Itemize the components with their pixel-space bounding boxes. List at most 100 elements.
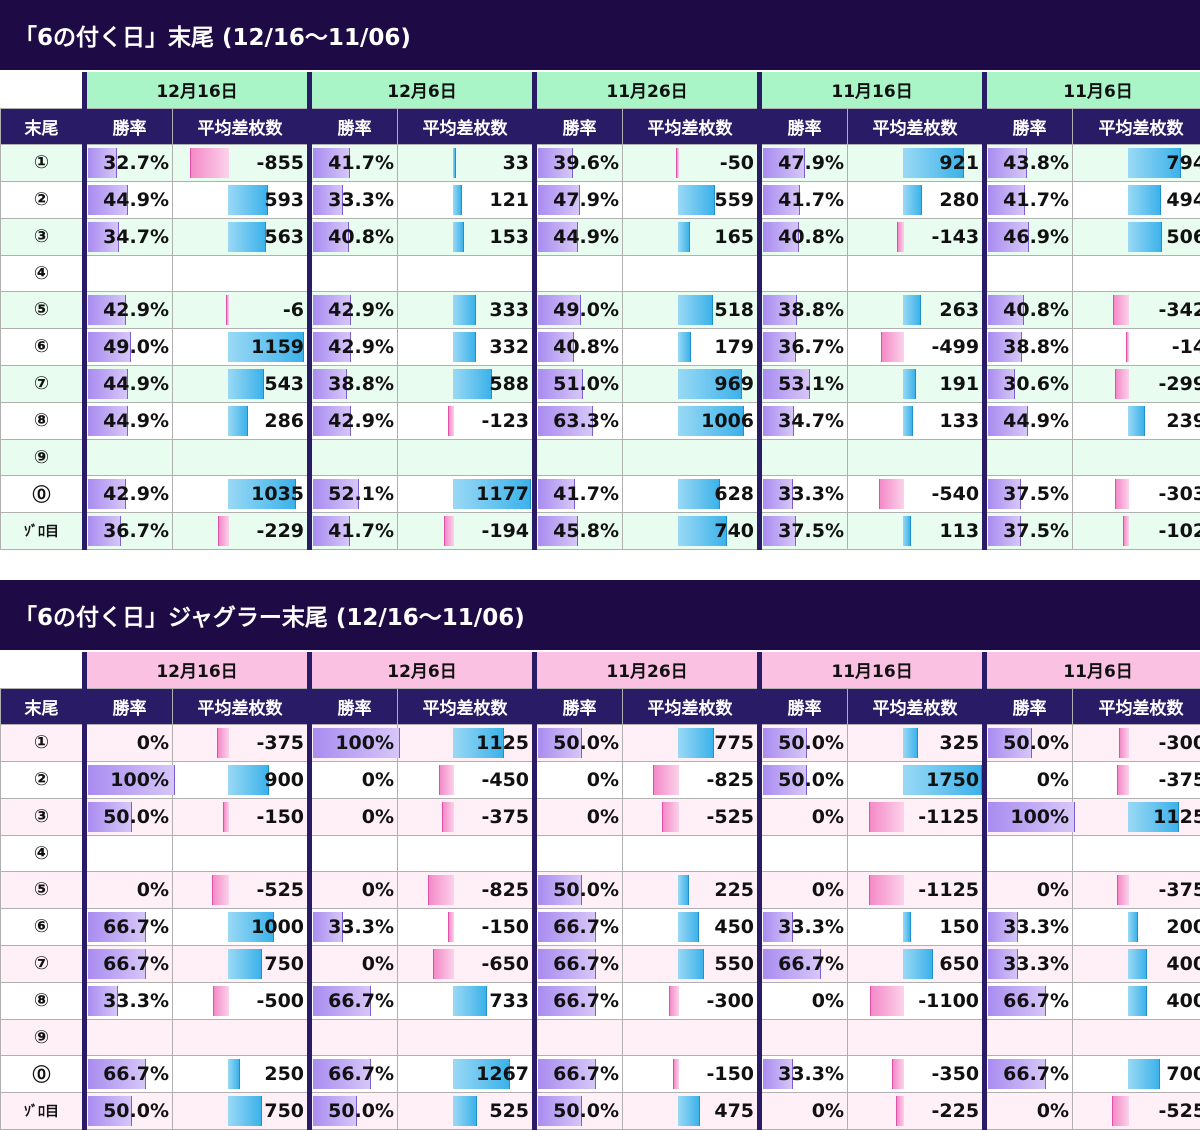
diff-cell: 325 xyxy=(848,724,985,761)
rate-value: 42.9% xyxy=(87,292,172,328)
diff-value: 153 xyxy=(398,219,532,255)
diff-value: 121 xyxy=(398,182,532,218)
rate-cell: 0% xyxy=(760,798,848,835)
diff-value: 286 xyxy=(173,403,307,439)
rate-cell: 45.8% xyxy=(535,512,623,549)
diff-cell xyxy=(1073,255,1200,291)
table-row: ⑨ xyxy=(1,1019,1200,1055)
rate-cell: 41.7% xyxy=(760,181,848,218)
diff-value: 225 xyxy=(623,872,757,908)
rate-cell: 40.8% xyxy=(985,291,1073,328)
rate-cell: 41.7% xyxy=(985,181,1073,218)
row-label: ⑦ xyxy=(1,945,85,982)
diff-value: 332 xyxy=(398,329,532,365)
rate-value: 33.3% xyxy=(762,476,847,512)
rate-header: 勝率 xyxy=(310,108,398,144)
row-label: ③ xyxy=(1,218,85,255)
diff-value: -123 xyxy=(398,403,532,439)
rate-value: 44.9% xyxy=(87,366,172,402)
rate-cell: 50.0% xyxy=(535,871,623,908)
diff-value: -825 xyxy=(623,762,757,798)
diff-cell: -6 xyxy=(173,291,310,328)
diff-value: 1177 xyxy=(398,476,532,512)
rate-value: 41.7% xyxy=(987,182,1072,218)
diff-value: 165 xyxy=(623,219,757,255)
rate-cell xyxy=(760,835,848,871)
diff-cell xyxy=(398,439,535,475)
diff-cell: 563 xyxy=(173,218,310,255)
diff-cell: -150 xyxy=(623,1055,760,1092)
rate-cell: 42.9% xyxy=(310,328,398,365)
diff-cell: 1177 xyxy=(398,475,535,512)
rate-cell: 0% xyxy=(760,1092,848,1129)
diff-value: -375 xyxy=(173,725,307,761)
rate-value: 33.3% xyxy=(987,909,1072,945)
diff-cell xyxy=(848,835,985,871)
diff-cell: -350 xyxy=(848,1055,985,1092)
rate-value: 49.0% xyxy=(537,292,622,328)
rate-value: 40.8% xyxy=(537,329,622,365)
diff-value: -299 xyxy=(1073,366,1200,402)
rate-cell: 52.1% xyxy=(310,475,398,512)
diff-value: 200 xyxy=(1073,909,1200,945)
rate-cell: 42.9% xyxy=(85,291,173,328)
diff-cell: -1100 xyxy=(848,982,985,1019)
rate-value: 46.9% xyxy=(987,219,1072,255)
rate-value: 33.3% xyxy=(87,983,172,1019)
rate-cell: 0% xyxy=(760,871,848,908)
diff-cell: 1006 xyxy=(623,402,760,439)
diff-cell xyxy=(1073,835,1200,871)
diff-cell: 200 xyxy=(1073,908,1200,945)
rate-value: 40.8% xyxy=(762,219,847,255)
diff-cell: 775 xyxy=(623,724,760,761)
diff-cell xyxy=(623,439,760,475)
diff-cell: -375 xyxy=(1073,871,1200,908)
diff-cell: 400 xyxy=(1073,982,1200,1019)
diff-header: 平均差枚数 xyxy=(398,688,535,724)
date-header: 11月16日 xyxy=(760,72,985,108)
rate-header: 勝率 xyxy=(535,688,623,724)
diff-value: -350 xyxy=(848,1056,982,1092)
diff-header: 平均差枚数 xyxy=(623,108,760,144)
diff-cell: 1125 xyxy=(1073,798,1200,835)
date-header: 11月26日 xyxy=(535,72,760,108)
rate-value: 100% xyxy=(312,725,397,761)
rate-value: 47.9% xyxy=(762,145,847,181)
diff-cell: 239 xyxy=(1073,402,1200,439)
row-label: ⑧ xyxy=(1,982,85,1019)
diff-value: -540 xyxy=(848,476,982,512)
rate-value: 50.0% xyxy=(762,762,847,798)
rate-value: 53.1% xyxy=(762,366,847,402)
row-label: ⑦ xyxy=(1,365,85,402)
diff-value: 628 xyxy=(623,476,757,512)
diff-value: 450 xyxy=(623,909,757,945)
rate-value: 33.3% xyxy=(762,909,847,945)
rate-value: 0% xyxy=(987,1093,1072,1129)
row-label: ⑥ xyxy=(1,908,85,945)
diff-cell xyxy=(173,1019,310,1055)
rate-header: 勝率 xyxy=(985,688,1073,724)
row-label: ④ xyxy=(1,835,85,871)
rate-cell: 50.0% xyxy=(85,798,173,835)
diff-cell: 1750 xyxy=(848,761,985,798)
rate-value: 0% xyxy=(762,983,847,1019)
rate-value: 66.7% xyxy=(987,983,1072,1019)
rate-cell: 100% xyxy=(310,724,398,761)
diff-value: 325 xyxy=(848,725,982,761)
diff-value: 179 xyxy=(623,329,757,365)
rate-cell xyxy=(535,835,623,871)
rate-value: 0% xyxy=(762,1093,847,1129)
diff-value: -825 xyxy=(398,872,532,908)
diff-value: 113 xyxy=(848,513,982,549)
rate-cell: 50.0% xyxy=(760,724,848,761)
rate-value: 36.7% xyxy=(762,329,847,365)
rate-value: 44.9% xyxy=(537,219,622,255)
diff-cell: 179 xyxy=(623,328,760,365)
rate-value: 34.7% xyxy=(762,403,847,439)
rate-cell: 66.7% xyxy=(85,1055,173,1092)
rate-cell: 66.7% xyxy=(985,982,1073,1019)
diff-value: 750 xyxy=(173,1093,307,1129)
rate-cell: 36.7% xyxy=(85,512,173,549)
